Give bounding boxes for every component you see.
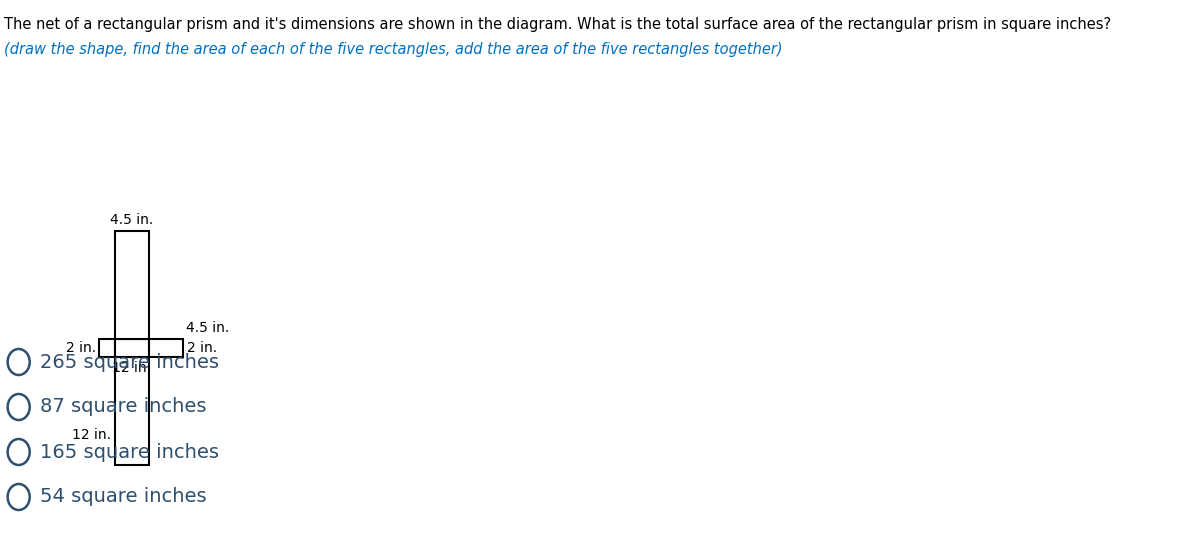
Bar: [115, 357, 149, 465]
Text: 87 square inches: 87 square inches: [40, 398, 206, 416]
Text: 2 in.: 2 in.: [187, 341, 217, 355]
Text: 165 square inches: 165 square inches: [40, 443, 218, 462]
Bar: [149, 339, 184, 357]
Text: The net of a rectangular prism and it's dimensions are shown in the diagram. Wha: The net of a rectangular prism and it's …: [5, 17, 1111, 32]
Bar: [100, 339, 115, 357]
Text: 12 in.: 12 in.: [72, 428, 112, 442]
Text: 4.5 in.: 4.5 in.: [186, 321, 229, 335]
Text: 2 in.: 2 in.: [66, 341, 96, 355]
Text: 265 square inches: 265 square inches: [40, 352, 218, 371]
Text: 54 square inches: 54 square inches: [40, 487, 206, 507]
Text: 4.5 in.: 4.5 in.: [110, 213, 154, 227]
Bar: [115, 339, 149, 357]
Text: 12 in.: 12 in.: [113, 361, 151, 375]
Text: (draw the shape, find the area of each of the five rectangles, add the area of t: (draw the shape, find the area of each o…: [5, 42, 782, 57]
Bar: [115, 231, 149, 339]
